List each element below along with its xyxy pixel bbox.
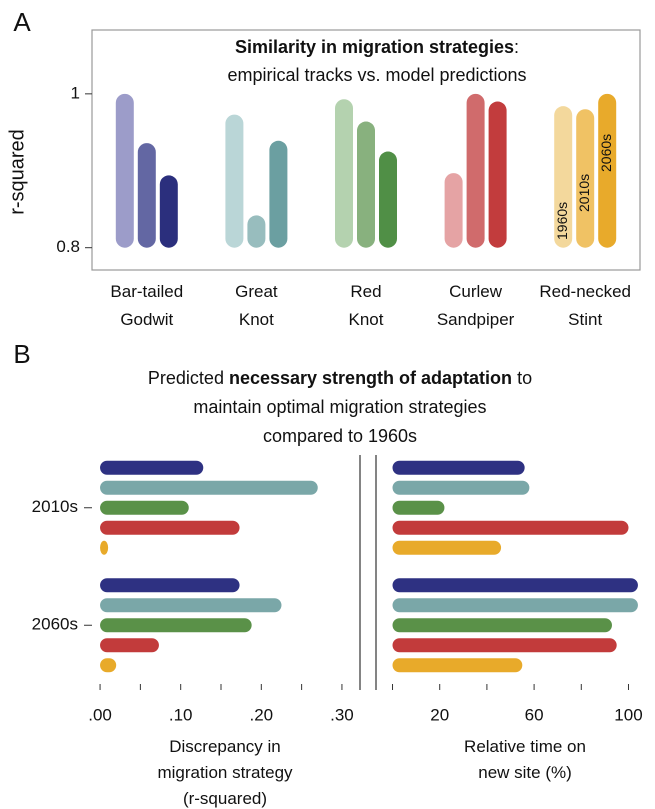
bar — [392, 578, 638, 593]
y-tick-label: 2010s — [32, 497, 78, 516]
subtitle: empirical tracks vs. model predictions — [227, 65, 527, 85]
bar — [100, 598, 282, 613]
bar — [598, 93, 617, 248]
bar — [392, 658, 523, 673]
bar — [488, 101, 507, 248]
x-tick-label: Great Knot — [235, 282, 278, 329]
bar — [100, 618, 252, 633]
bar — [137, 143, 156, 248]
series-label: 1960s — [554, 202, 570, 240]
panel-label: B — [13, 339, 30, 369]
bar — [357, 121, 375, 248]
title: Predicted — [147, 368, 224, 388]
series-label: 2060s — [598, 134, 614, 172]
x-tick-label: Bar-tailed Godwit — [110, 282, 184, 329]
bar — [115, 93, 134, 248]
y-tick-label: 1 — [71, 83, 80, 102]
bar — [379, 151, 397, 248]
bar — [392, 500, 445, 515]
bar — [100, 658, 117, 673]
title-end: : — [514, 37, 520, 57]
bar — [392, 618, 612, 633]
bar — [100, 540, 109, 555]
title-bold: Similarity in migration strategies — [234, 37, 515, 57]
x-tick-label: .30 — [330, 705, 354, 724]
bar — [247, 215, 266, 248]
bar — [100, 520, 240, 535]
title-bold: necessary strength of adaptation — [228, 368, 513, 388]
panel-label: A — [13, 7, 31, 37]
bar — [466, 93, 485, 248]
bar — [225, 114, 244, 248]
plot-frame — [91, 29, 641, 271]
y-axis-label: r-squared — [6, 129, 28, 215]
bar — [576, 109, 595, 248]
title-end: to maintain optimal migration strategies… — [193, 368, 533, 446]
bar — [392, 540, 502, 555]
bar — [100, 480, 318, 495]
chart-title: Predicted necessary strength of adaptati… — [100, 364, 580, 451]
bar — [444, 173, 463, 248]
bar — [392, 520, 629, 535]
x-tick-label: 20 — [430, 705, 449, 724]
x-tick-label: Red-necked Stint — [539, 282, 632, 329]
series-label: 2010s — [576, 174, 592, 212]
bar — [392, 598, 638, 613]
x-axis-label: Discrepancy in migration strategy (r-squ… — [157, 737, 293, 808]
bar — [159, 175, 178, 248]
bar — [392, 460, 525, 475]
y-tick-label: 0.8 — [56, 237, 80, 256]
x-tick-label: Red Knot — [348, 282, 384, 329]
bar — [392, 480, 530, 495]
bar — [100, 638, 159, 653]
x-tick-label: .00 — [88, 705, 112, 724]
x-axis-label: Relative time on new site (%) — [464, 737, 586, 782]
bar — [335, 99, 353, 248]
x-tick-label: 60 — [525, 705, 544, 724]
bar — [100, 460, 204, 475]
bar — [100, 500, 189, 515]
x-tick-label: .20 — [249, 705, 273, 724]
bar — [269, 140, 288, 248]
x-tick-label: .10 — [169, 705, 193, 724]
chart-title: Similarity in migration strategies: empir… — [152, 33, 602, 89]
bar — [554, 106, 573, 248]
bar — [100, 578, 240, 593]
x-tick-label: 100 — [614, 705, 642, 724]
y-tick-label: 2060s — [32, 615, 78, 634]
bar — [392, 638, 617, 653]
x-tick-label: Curlew Sandpiper — [436, 282, 515, 329]
